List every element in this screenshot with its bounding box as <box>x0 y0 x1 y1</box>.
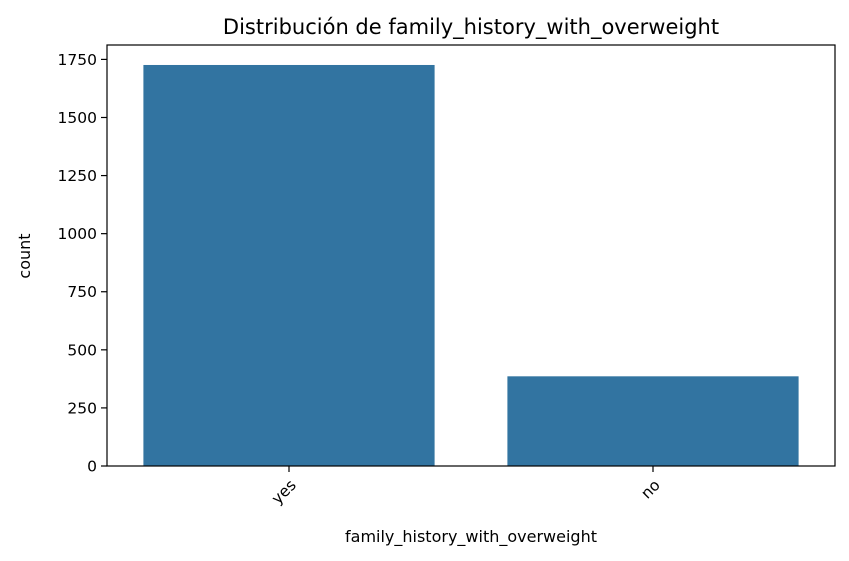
y-tick-label: 1000 <box>58 225 97 243</box>
y-axis: 0 250 500 750 1000 1250 1500 1750 <box>58 51 107 476</box>
y-tick-label: 1250 <box>58 167 97 185</box>
y-tick-label: 0 <box>87 458 97 476</box>
y-tick-label: 750 <box>67 283 97 301</box>
x-tick-label: yes <box>268 476 300 508</box>
y-tick-label: 500 <box>67 341 97 359</box>
x-axis-label: family_history_with_overweight <box>345 527 597 547</box>
y-tick-label: 1750 <box>58 51 97 69</box>
y-axis-label: count <box>15 233 34 278</box>
y-tick-label: 250 <box>67 399 97 417</box>
bar-no <box>507 376 799 466</box>
bars-group <box>143 64 799 467</box>
x-tick-label: no <box>637 476 663 502</box>
bar-yes <box>143 64 435 467</box>
chart-title: Distribución de family_history_with_over… <box>223 15 719 40</box>
x-axis: yes no <box>268 466 664 508</box>
y-tick-label: 1500 <box>58 109 97 127</box>
plot-frame <box>106 44 836 467</box>
